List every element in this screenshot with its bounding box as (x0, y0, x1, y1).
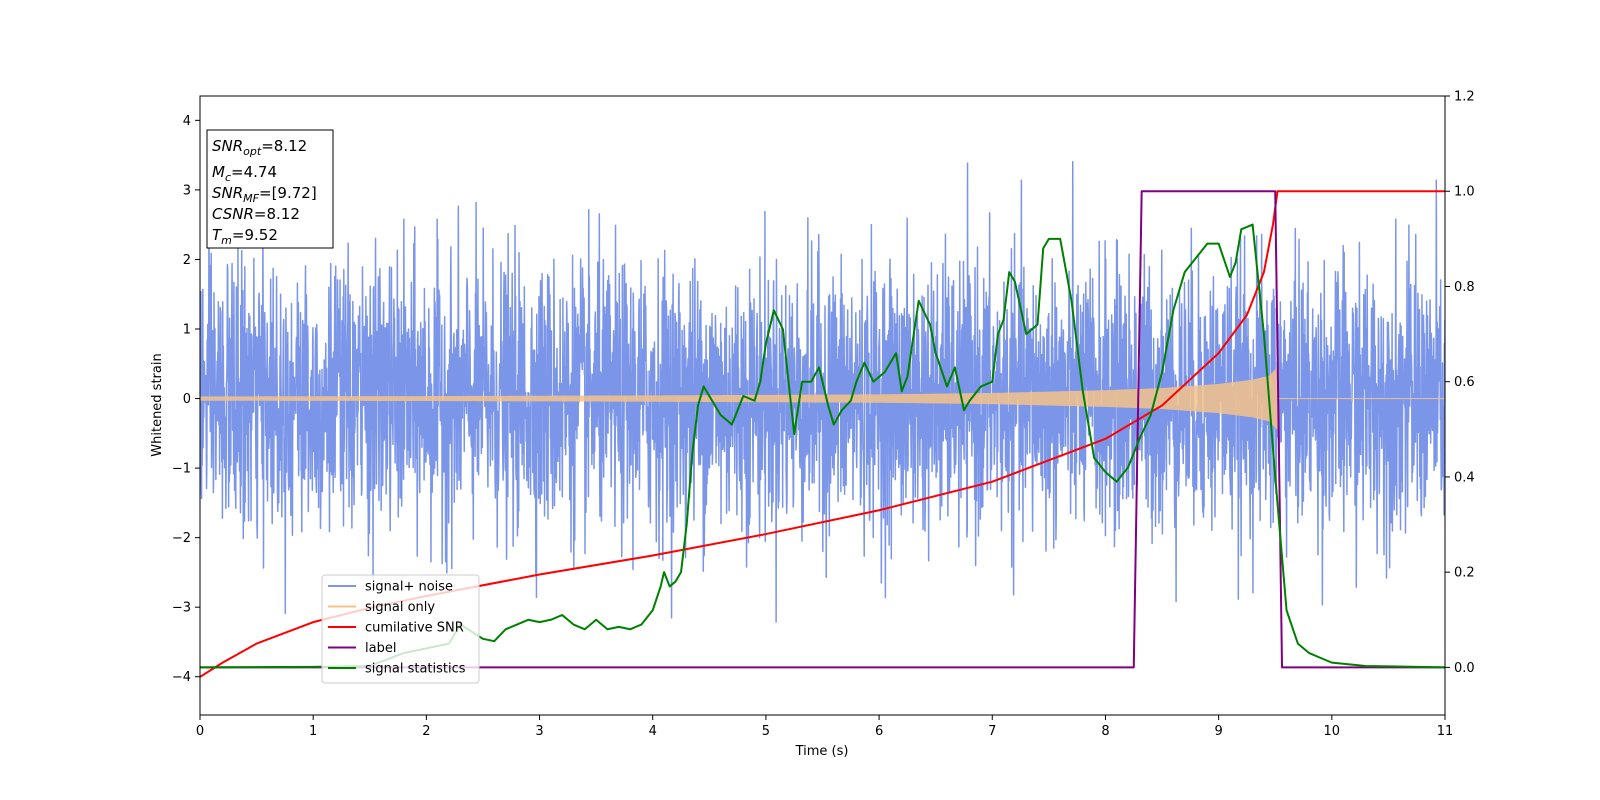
y2-tick-label: 0.2 (1454, 566, 1475, 581)
x-tick-label: 5 (762, 724, 770, 739)
y-tick-label: 0 (183, 392, 191, 407)
x-tick-label: 0 (196, 724, 204, 739)
y2-tick-label: 0.0 (1454, 661, 1475, 676)
x-tick-label: 8 (1101, 724, 1109, 739)
x-axis: 0 1 2 3 4 5 6 7 8 9 10 11 (196, 715, 1453, 739)
info-subscript: c (225, 171, 231, 184)
y-tick-label: −2 (172, 531, 191, 546)
series-line-4 (200, 223, 1445, 669)
info-line: Tm=9.52 (212, 226, 278, 247)
legend-label: cumilative SNR (365, 621, 464, 636)
y2-tick-label: 0.6 (1454, 375, 1475, 390)
info-value: =4.74 (231, 163, 277, 181)
y-tick-label: 4 (183, 114, 191, 129)
series-signal-only-line (200, 367, 1445, 430)
y-axis-label: Whitened strain (150, 353, 165, 456)
legend: signal+ noise signal only cumilative SNR la… (321, 574, 480, 684)
y-axis-right: 1.2 1.0 0.8 0.6 0.4 0.2 0.0 (1445, 90, 1475, 676)
x-tick-label: 3 (535, 724, 543, 739)
info-symbol: SNR (212, 184, 243, 202)
info-value: =[9.72] (259, 184, 317, 202)
x-tick-label: 1 (309, 724, 317, 739)
legend-label: signal statistics (365, 662, 466, 677)
info-symbol: T (212, 226, 223, 244)
info-line: CSNR=8.12 (212, 205, 300, 223)
info-line: Mc=4.74 (212, 163, 277, 184)
info-symbol: CSNR (212, 205, 254, 223)
y-tick-label: 1 (183, 322, 191, 337)
info-line: SNRopt=8.12 (212, 137, 307, 158)
x-tick-label: 7 (988, 724, 996, 739)
x-tick-label: 2 (422, 724, 430, 739)
info-symbol: M (212, 163, 225, 181)
y2-tick-label: 1.2 (1454, 90, 1475, 105)
info-subscript: opt (243, 145, 262, 158)
y-tick-label: −1 (172, 462, 191, 477)
plot-frame (199, 95, 1446, 716)
x-tick-label: 10 (1324, 724, 1341, 739)
info-box: SNRopt=8.12Mc=4.74SNRMF=[9.72]CSNR=8.12T… (206, 129, 334, 249)
info-symbol: SNR (212, 137, 243, 155)
y2-tick-label: 1.0 (1454, 185, 1475, 200)
x-axis-label: Time (s) (795, 744, 849, 759)
series-line-2 (200, 190, 1445, 678)
y-axis-left: 4 3 2 1 0 −1 −2 −3 −4 (172, 114, 200, 685)
legend-frame (321, 574, 480, 684)
info-line: SNRMF=[9.72] (212, 184, 317, 205)
x-tick-label: 4 (649, 724, 657, 739)
x-tick-label: 6 (875, 724, 883, 739)
info-subscript: MF (243, 192, 259, 205)
y-tick-label: −3 (172, 601, 191, 616)
info-box-frame (206, 129, 334, 249)
series-layer (200, 161, 1445, 678)
legend-label: label (365, 641, 396, 656)
x-tick-label: 9 (1214, 724, 1222, 739)
series-line-3 (200, 190, 1445, 669)
info-value: =9.52 (232, 226, 278, 244)
legend-label: signal only (365, 600, 435, 615)
y-tick-label: 3 (183, 183, 191, 198)
y-tick-label: −4 (172, 670, 191, 685)
info-value: =8.12 (254, 205, 300, 223)
info-value: =8.12 (261, 137, 307, 155)
y-tick-label: 2 (183, 253, 191, 268)
x-tick-label: 11 (1437, 724, 1454, 739)
y2-tick-label: 0.4 (1454, 470, 1475, 485)
info-subscript: m (221, 234, 232, 247)
legend-label: signal+ noise (365, 580, 453, 595)
y2-tick-label: 0.8 (1454, 280, 1475, 295)
series-signal-noise-line (200, 161, 1445, 623)
